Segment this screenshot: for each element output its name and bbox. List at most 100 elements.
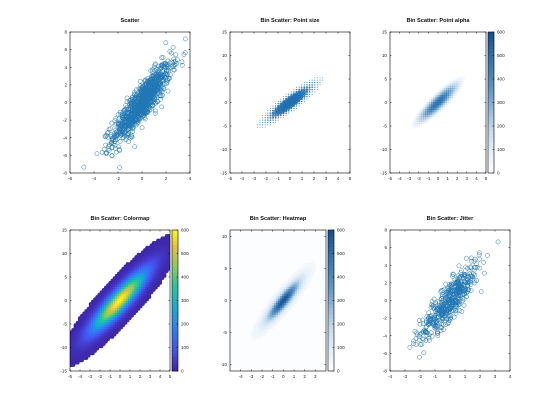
scatter-point xyxy=(171,56,177,62)
heatmap-cell xyxy=(296,277,300,280)
colorbar-segment xyxy=(172,289,178,294)
colorbar-segment xyxy=(172,353,178,358)
heatmap-cell xyxy=(290,288,293,292)
x-tick-label: -4 xyxy=(239,374,244,379)
scatter-point xyxy=(81,164,87,170)
y-tick-label: 10 xyxy=(382,53,388,58)
scatter-point xyxy=(481,259,487,265)
heatmap-cell xyxy=(300,267,304,271)
bin-point xyxy=(290,107,293,110)
bin-point xyxy=(293,110,295,112)
bin-point xyxy=(297,92,302,97)
x-tick-label: 0 xyxy=(437,176,440,181)
heatmap-cell xyxy=(290,291,293,294)
y-tick-label: 0 xyxy=(384,100,387,105)
heatmap-cell xyxy=(275,298,279,301)
bin-point xyxy=(322,79,324,81)
heatmap-cell xyxy=(271,295,275,299)
bin-point xyxy=(290,110,292,112)
heatmap-cell xyxy=(278,312,281,315)
scatter-point xyxy=(138,109,143,114)
colorbar-segment xyxy=(488,155,494,160)
scatter-point xyxy=(426,310,432,316)
heatmap-cell xyxy=(278,314,281,318)
bin-point xyxy=(426,115,431,120)
heatmap-cell xyxy=(292,295,295,299)
bin-point xyxy=(449,94,454,99)
heatmap-cell xyxy=(286,298,289,301)
bin-point xyxy=(292,92,296,96)
heatmap-cell xyxy=(275,312,279,315)
bin-point xyxy=(274,116,277,119)
heatmap-cell xyxy=(284,286,287,290)
heatmap-cell xyxy=(257,321,260,325)
heatmap-cell xyxy=(305,262,308,266)
scatter-point xyxy=(130,126,135,132)
bin-point xyxy=(309,96,311,98)
colorbar-segment xyxy=(488,123,494,128)
heatmap-cell xyxy=(292,281,295,285)
bin-point xyxy=(420,118,425,122)
bin-point xyxy=(426,104,431,108)
scatter-point xyxy=(105,129,111,135)
scatter-point xyxy=(143,91,149,97)
heatmap-cell xyxy=(311,267,314,271)
heatmap-cell xyxy=(259,316,262,320)
bin-point xyxy=(259,119,261,121)
scatter-point xyxy=(165,88,171,94)
heatmap-cell xyxy=(263,307,266,311)
heatmap-cell xyxy=(252,328,256,332)
bin-point xyxy=(303,98,306,100)
colorbar-segment xyxy=(172,318,178,322)
heatmap-cell xyxy=(269,305,273,308)
heatmap-cell xyxy=(280,316,283,320)
colorbar: 0 100 200 300 400 500 600 xyxy=(327,228,345,374)
heatmap-cell xyxy=(278,300,281,304)
x-tick-label: 5 xyxy=(349,176,352,181)
scatter-point xyxy=(416,318,422,323)
heatmap-cell xyxy=(269,309,273,313)
bin-point xyxy=(303,95,306,98)
bin-point xyxy=(437,106,441,111)
scatter-point xyxy=(439,321,444,327)
bin-point xyxy=(267,112,269,114)
bin-point xyxy=(288,112,290,114)
x-tick-label: 1 xyxy=(129,374,132,379)
heatmap-cell xyxy=(278,309,281,313)
y-tick-label: 0 xyxy=(64,100,67,105)
subplot-title: Scatter xyxy=(121,18,141,24)
heatmap-cell xyxy=(261,328,264,332)
bin-point xyxy=(287,109,290,112)
bin-point xyxy=(445,92,450,97)
y-tick-label: -15 xyxy=(380,171,387,176)
colorbar-segment xyxy=(328,296,334,301)
x-tick-label: -3 xyxy=(403,374,408,379)
plot-area xyxy=(256,77,324,128)
bin-point xyxy=(267,114,269,117)
bin-point xyxy=(259,126,261,128)
scatter-point xyxy=(147,84,153,89)
heatmap-cell xyxy=(292,274,295,278)
y-tick-label: -6 xyxy=(63,153,68,158)
bin-point xyxy=(262,126,264,128)
heatmap-cell xyxy=(292,300,295,304)
scatter-point xyxy=(418,342,423,348)
bin-point xyxy=(272,121,274,123)
colorbar-segment xyxy=(488,151,494,156)
scatter-point xyxy=(166,68,172,74)
heatmap-cell xyxy=(294,277,298,280)
y-tick-label: 5 xyxy=(224,77,227,82)
heatmap-cell xyxy=(305,279,308,282)
scatter-point xyxy=(453,310,459,316)
colorbar-segment xyxy=(172,349,178,354)
x-tick-label: 0 xyxy=(289,176,292,181)
heatmap-cell xyxy=(269,314,273,318)
scatter-point xyxy=(471,259,477,264)
bin-point xyxy=(305,88,309,91)
scatter-point xyxy=(157,88,163,94)
heatmap-cell xyxy=(273,300,277,304)
heatmap-cell xyxy=(290,279,293,282)
heatmap-cell xyxy=(296,298,300,301)
scatter-point xyxy=(471,267,477,273)
